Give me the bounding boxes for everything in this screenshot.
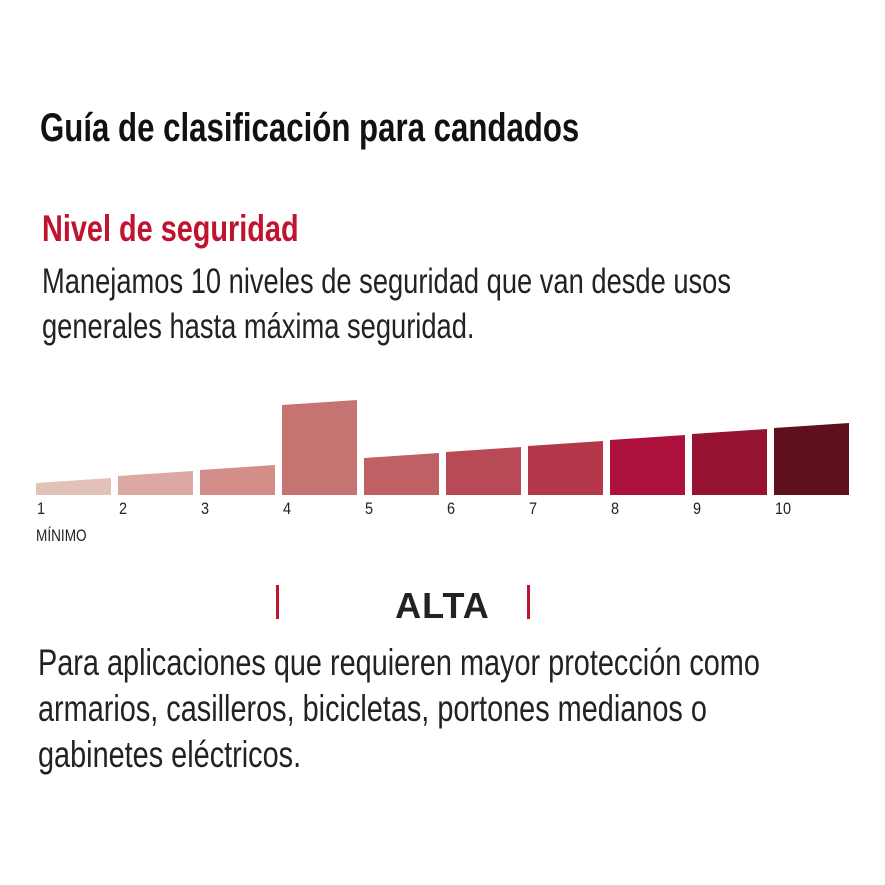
level-bar-6 [446, 447, 521, 495]
level-bar-4 [282, 400, 357, 495]
level-label-10: 10 [775, 499, 792, 518]
right-divider [527, 585, 530, 619]
level-label-4: 4 [283, 499, 292, 518]
body-line-2: armarios, casilleros, bicicletas, porton… [38, 688, 707, 729]
level-label-8: 8 [611, 499, 620, 518]
minimum-label: MÍNIMO [36, 526, 87, 545]
left-divider [276, 585, 279, 619]
body-line-3: gabinetes eléctricos. [38, 734, 302, 775]
level-bar-9 [692, 429, 767, 495]
level-bar-5 [364, 453, 439, 495]
level-bar-7 [528, 441, 603, 495]
description-line-2: generales hasta máxima seguridad. [42, 307, 475, 346]
level-bar-2 [118, 471, 193, 495]
level-label-7: 7 [529, 499, 538, 518]
level-label-6: 6 [447, 499, 456, 518]
section-subtitle: Nivel de seguridad [42, 208, 299, 249]
level-label-5: 5 [365, 499, 374, 518]
body-line-1: Para aplicaciones que requieren mayor pr… [38, 642, 760, 683]
level-label-3: 3 [201, 499, 210, 518]
category-label: ALTA [395, 585, 490, 626]
description-line-1: Manejamos 10 niveles de seguridad que va… [42, 262, 732, 301]
level-bar-3 [200, 465, 275, 495]
level-label-9: 9 [693, 499, 702, 518]
level-label-1: 1 [37, 499, 46, 518]
level-bar-10 [774, 423, 849, 495]
level-label-2: 2 [119, 499, 128, 518]
page-title: Guía de clasificación para candados [40, 106, 580, 150]
level-bar-1 [36, 478, 111, 495]
level-bar-8 [610, 435, 685, 495]
